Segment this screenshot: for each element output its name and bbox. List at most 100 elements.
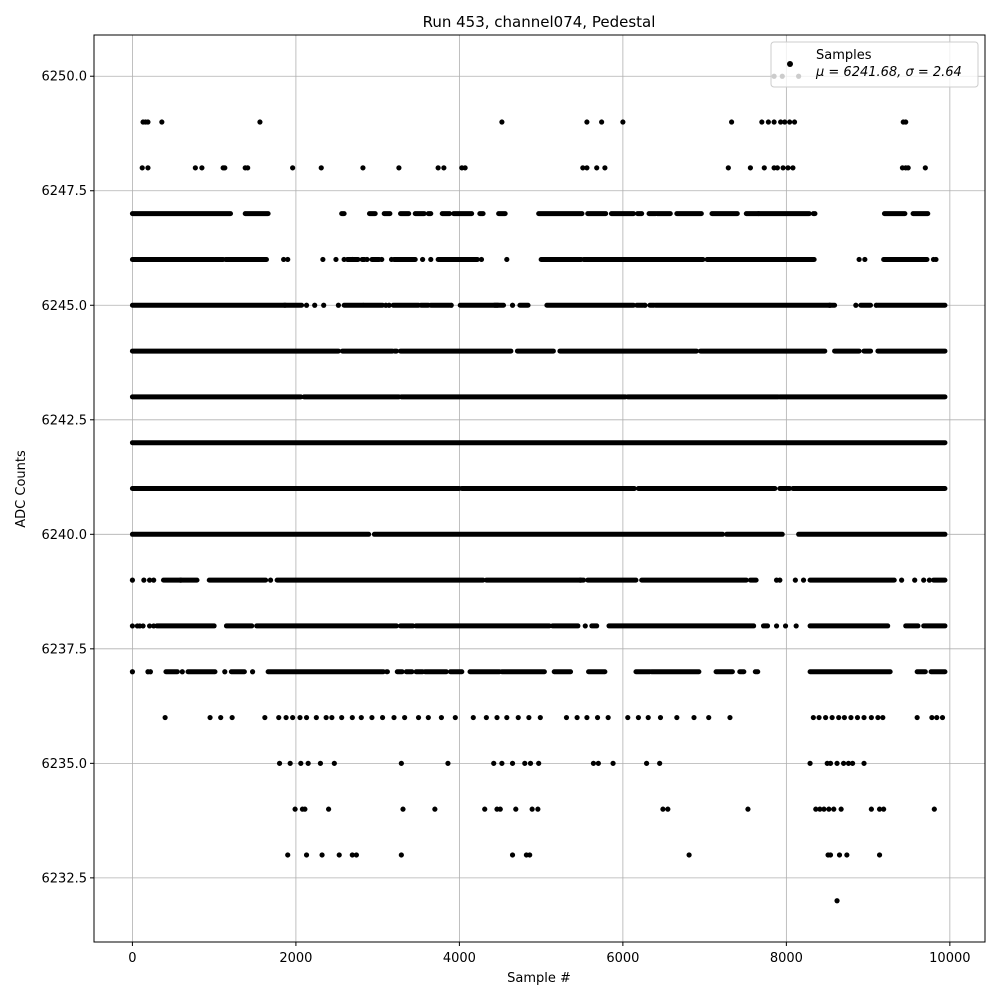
y-tick-label: 6245.0 (42, 299, 88, 314)
data-point (844, 852, 850, 858)
data-point (249, 669, 256, 675)
data-point (129, 669, 136, 675)
data-point (774, 165, 780, 171)
data-point (494, 714, 500, 721)
data-point (529, 806, 535, 812)
data-point (139, 165, 145, 171)
data-point (245, 165, 251, 171)
data-point (922, 165, 928, 171)
data-point (747, 165, 753, 171)
data-point (686, 852, 692, 858)
data-point (536, 760, 542, 766)
data-point (283, 714, 289, 721)
data-point (584, 714, 590, 721)
data-point (595, 760, 601, 766)
data-point (333, 256, 339, 263)
data-point (141, 577, 147, 583)
data-point (146, 623, 153, 629)
data-point (199, 165, 205, 171)
data-point (276, 760, 283, 766)
data-point (129, 577, 136, 583)
data-point (353, 852, 359, 858)
data-point (778, 119, 784, 125)
data-point (836, 714, 842, 721)
data-point (745, 806, 751, 812)
data-point (276, 714, 282, 721)
data-point (435, 165, 441, 171)
data-point (771, 119, 777, 125)
data-point (535, 806, 541, 812)
x-tick-label: 4000 (443, 951, 476, 966)
data-point (823, 714, 829, 721)
data-point (298, 760, 304, 766)
data-point (499, 760, 505, 766)
data-point (602, 165, 608, 171)
data-point (222, 165, 228, 171)
data-point (792, 577, 798, 583)
data-point (691, 714, 697, 721)
data-point (303, 714, 310, 721)
data-point (599, 119, 605, 125)
data-point (326, 806, 332, 812)
data-point (831, 806, 837, 812)
data-point (665, 806, 671, 812)
data-point (415, 714, 422, 721)
legend-label: Samples (816, 48, 872, 63)
data-point (504, 256, 510, 263)
data-point (303, 852, 310, 858)
data-point (432, 806, 438, 812)
data-point (360, 165, 366, 171)
data-point (129, 623, 136, 629)
data-point (323, 714, 329, 721)
data-point (146, 577, 153, 583)
data-point (657, 760, 663, 766)
data-point (777, 577, 783, 583)
data-point (147, 669, 154, 675)
data-point (826, 806, 832, 812)
data-point (425, 714, 431, 721)
legend: Samples μ = 6241.68, σ = 2.64 (770, 41, 979, 88)
data-point (331, 760, 337, 766)
data-point (349, 852, 355, 858)
data-point (386, 302, 392, 308)
data-point (590, 760, 597, 766)
data-point (358, 714, 364, 721)
data-point (290, 165, 296, 171)
data-point (509, 302, 516, 308)
data-point (584, 165, 590, 171)
data-point (218, 714, 224, 721)
data-point (396, 165, 402, 171)
data-point (482, 806, 488, 812)
data-point (861, 760, 867, 766)
data-point (934, 714, 940, 721)
data-point (674, 714, 680, 721)
data-point (563, 714, 570, 721)
data-point (861, 714, 867, 721)
data-point (438, 714, 445, 721)
data-point (584, 119, 590, 125)
data-point (787, 119, 793, 125)
data-point (921, 577, 927, 583)
data-point (785, 165, 791, 171)
data-point (402, 714, 408, 721)
data-point (610, 760, 616, 766)
data-point (140, 623, 146, 629)
data-point (706, 714, 712, 721)
data-point (317, 760, 324, 766)
data-point (899, 577, 905, 583)
data-point (441, 165, 447, 171)
y-axis-label: ADC Counts (14, 450, 29, 528)
data-point (645, 714, 651, 721)
data-point (782, 119, 788, 125)
data-point (848, 714, 854, 721)
data-point (369, 714, 375, 721)
data-point (829, 714, 835, 721)
data-point (807, 760, 813, 766)
data-point (635, 714, 642, 721)
data-point (527, 852, 533, 858)
data-point (192, 165, 198, 171)
data-point (657, 714, 664, 721)
data-point (582, 623, 588, 629)
data-point (319, 852, 325, 858)
